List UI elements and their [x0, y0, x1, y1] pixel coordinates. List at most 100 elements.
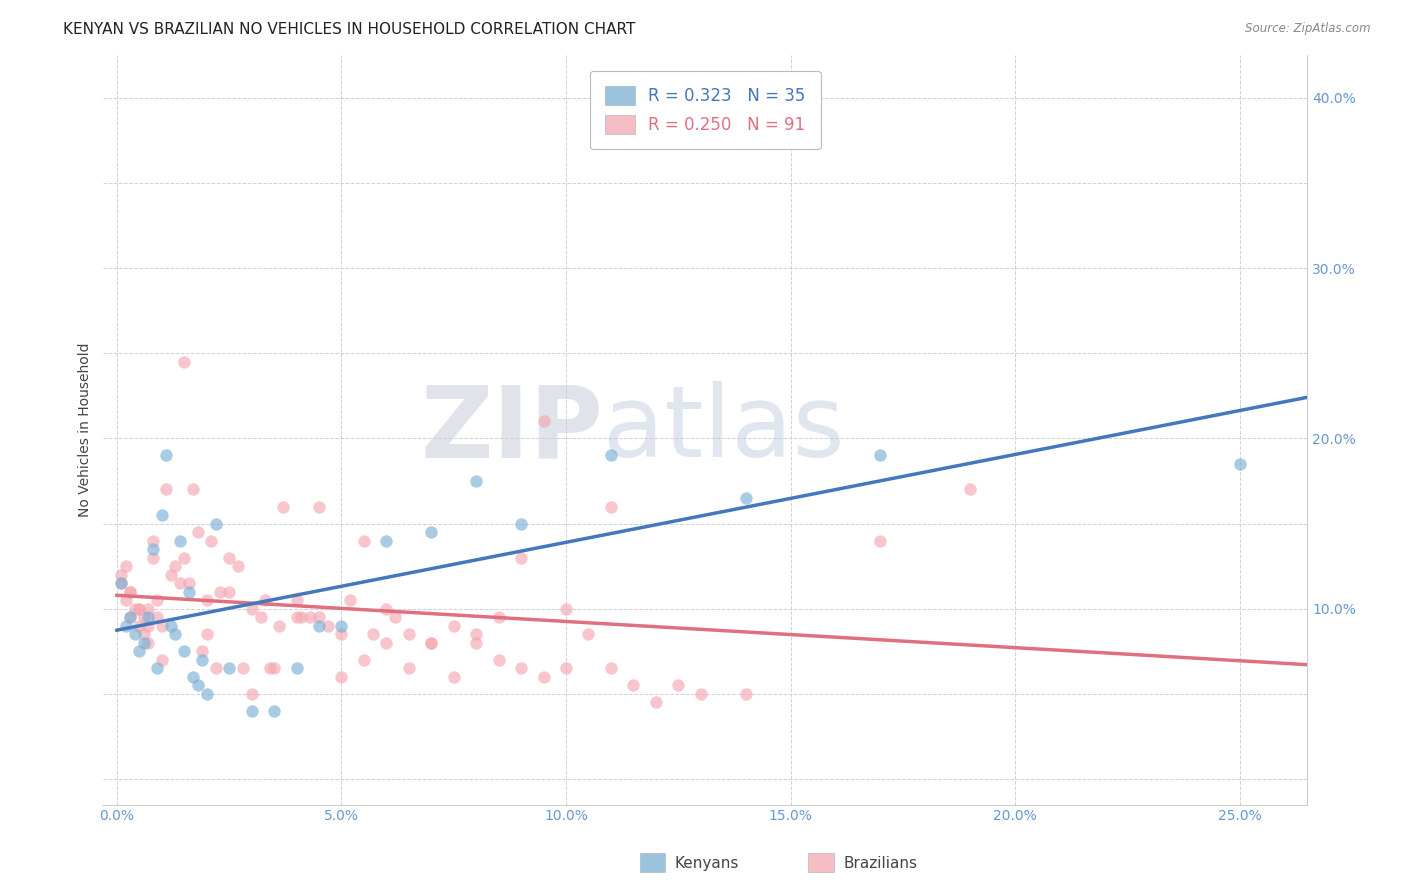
Point: [488, 610, 510, 624]
Point: [555, 601, 578, 615]
Point: [869, 533, 891, 548]
Point: [353, 533, 375, 548]
Point: [142, 533, 165, 548]
Point: [173, 644, 195, 658]
Point: [666, 678, 689, 692]
Point: [510, 550, 533, 565]
Point: [132, 610, 155, 624]
Point: [465, 474, 488, 488]
Point: [209, 584, 232, 599]
Text: KENYAN VS BRAZILIAN NO VEHICLES IN HOUSEHOLD CORRELATION CHART: KENYAN VS BRAZILIAN NO VEHICLES IN HOUSE…: [63, 22, 636, 37]
Point: [136, 610, 159, 624]
Point: [361, 627, 384, 641]
Point: [150, 508, 173, 522]
Point: [465, 627, 488, 641]
Point: [285, 661, 308, 675]
Point: [271, 500, 294, 514]
Point: [218, 550, 240, 565]
Point: [218, 661, 240, 675]
Point: [621, 678, 644, 692]
Point: [146, 610, 169, 624]
Point: [132, 627, 155, 641]
Point: [249, 610, 271, 624]
Point: [124, 601, 146, 615]
Point: [398, 661, 420, 675]
Point: [115, 619, 138, 633]
Point: [195, 593, 218, 607]
Point: [181, 483, 204, 497]
Point: [353, 653, 375, 667]
Point: [510, 661, 533, 675]
Point: [132, 636, 155, 650]
Point: [240, 687, 263, 701]
Point: [510, 516, 533, 531]
Text: Brazilians: Brazilians: [844, 856, 918, 871]
Point: [218, 584, 240, 599]
Point: [600, 500, 623, 514]
Point: [146, 593, 169, 607]
Point: [267, 619, 290, 633]
Point: [375, 636, 398, 650]
Point: [308, 619, 330, 633]
Point: [254, 593, 277, 607]
Point: [150, 619, 173, 633]
Point: [142, 542, 165, 557]
Point: [375, 533, 398, 548]
Point: [110, 576, 132, 591]
Point: [142, 550, 165, 565]
Point: [128, 601, 150, 615]
Point: [959, 483, 981, 497]
Point: [578, 627, 600, 641]
Point: [187, 525, 209, 540]
Point: [120, 610, 142, 624]
Point: [120, 610, 142, 624]
Point: [734, 491, 756, 505]
Point: [734, 687, 756, 701]
Point: [263, 661, 285, 675]
Point: [110, 567, 132, 582]
Point: [124, 627, 146, 641]
Y-axis label: No Vehicles in Household: No Vehicles in Household: [79, 343, 93, 517]
Point: [200, 533, 222, 548]
Point: [169, 533, 191, 548]
Point: [204, 516, 226, 531]
Point: [165, 559, 187, 574]
Point: [173, 550, 195, 565]
Point: [150, 653, 173, 667]
Point: [115, 559, 138, 574]
Point: [159, 619, 181, 633]
Point: [689, 687, 711, 701]
FancyBboxPatch shape: [640, 853, 665, 872]
Point: [136, 601, 159, 615]
Point: [339, 593, 361, 607]
Point: [159, 567, 181, 582]
Point: [420, 525, 443, 540]
Point: [1229, 457, 1251, 471]
Point: [240, 601, 263, 615]
Point: [330, 627, 353, 641]
Point: [128, 644, 150, 658]
Point: [869, 449, 891, 463]
Point: [398, 627, 420, 641]
Point: [165, 627, 187, 641]
Point: [173, 355, 195, 369]
Point: [110, 576, 132, 591]
Point: [644, 695, 666, 709]
Point: [181, 670, 204, 684]
Text: ZIP: ZIP: [420, 382, 603, 478]
Point: [600, 661, 623, 675]
Point: [285, 593, 308, 607]
Point: [169, 576, 191, 591]
Point: [600, 449, 623, 463]
Point: [420, 636, 443, 650]
Point: [226, 559, 249, 574]
Point: [330, 670, 353, 684]
Point: [375, 601, 398, 615]
Point: [120, 584, 142, 599]
Point: [308, 500, 330, 514]
Point: [177, 576, 200, 591]
Text: atlas: atlas: [603, 382, 845, 478]
Point: [298, 610, 321, 624]
Point: [443, 670, 465, 684]
Point: [308, 610, 330, 624]
